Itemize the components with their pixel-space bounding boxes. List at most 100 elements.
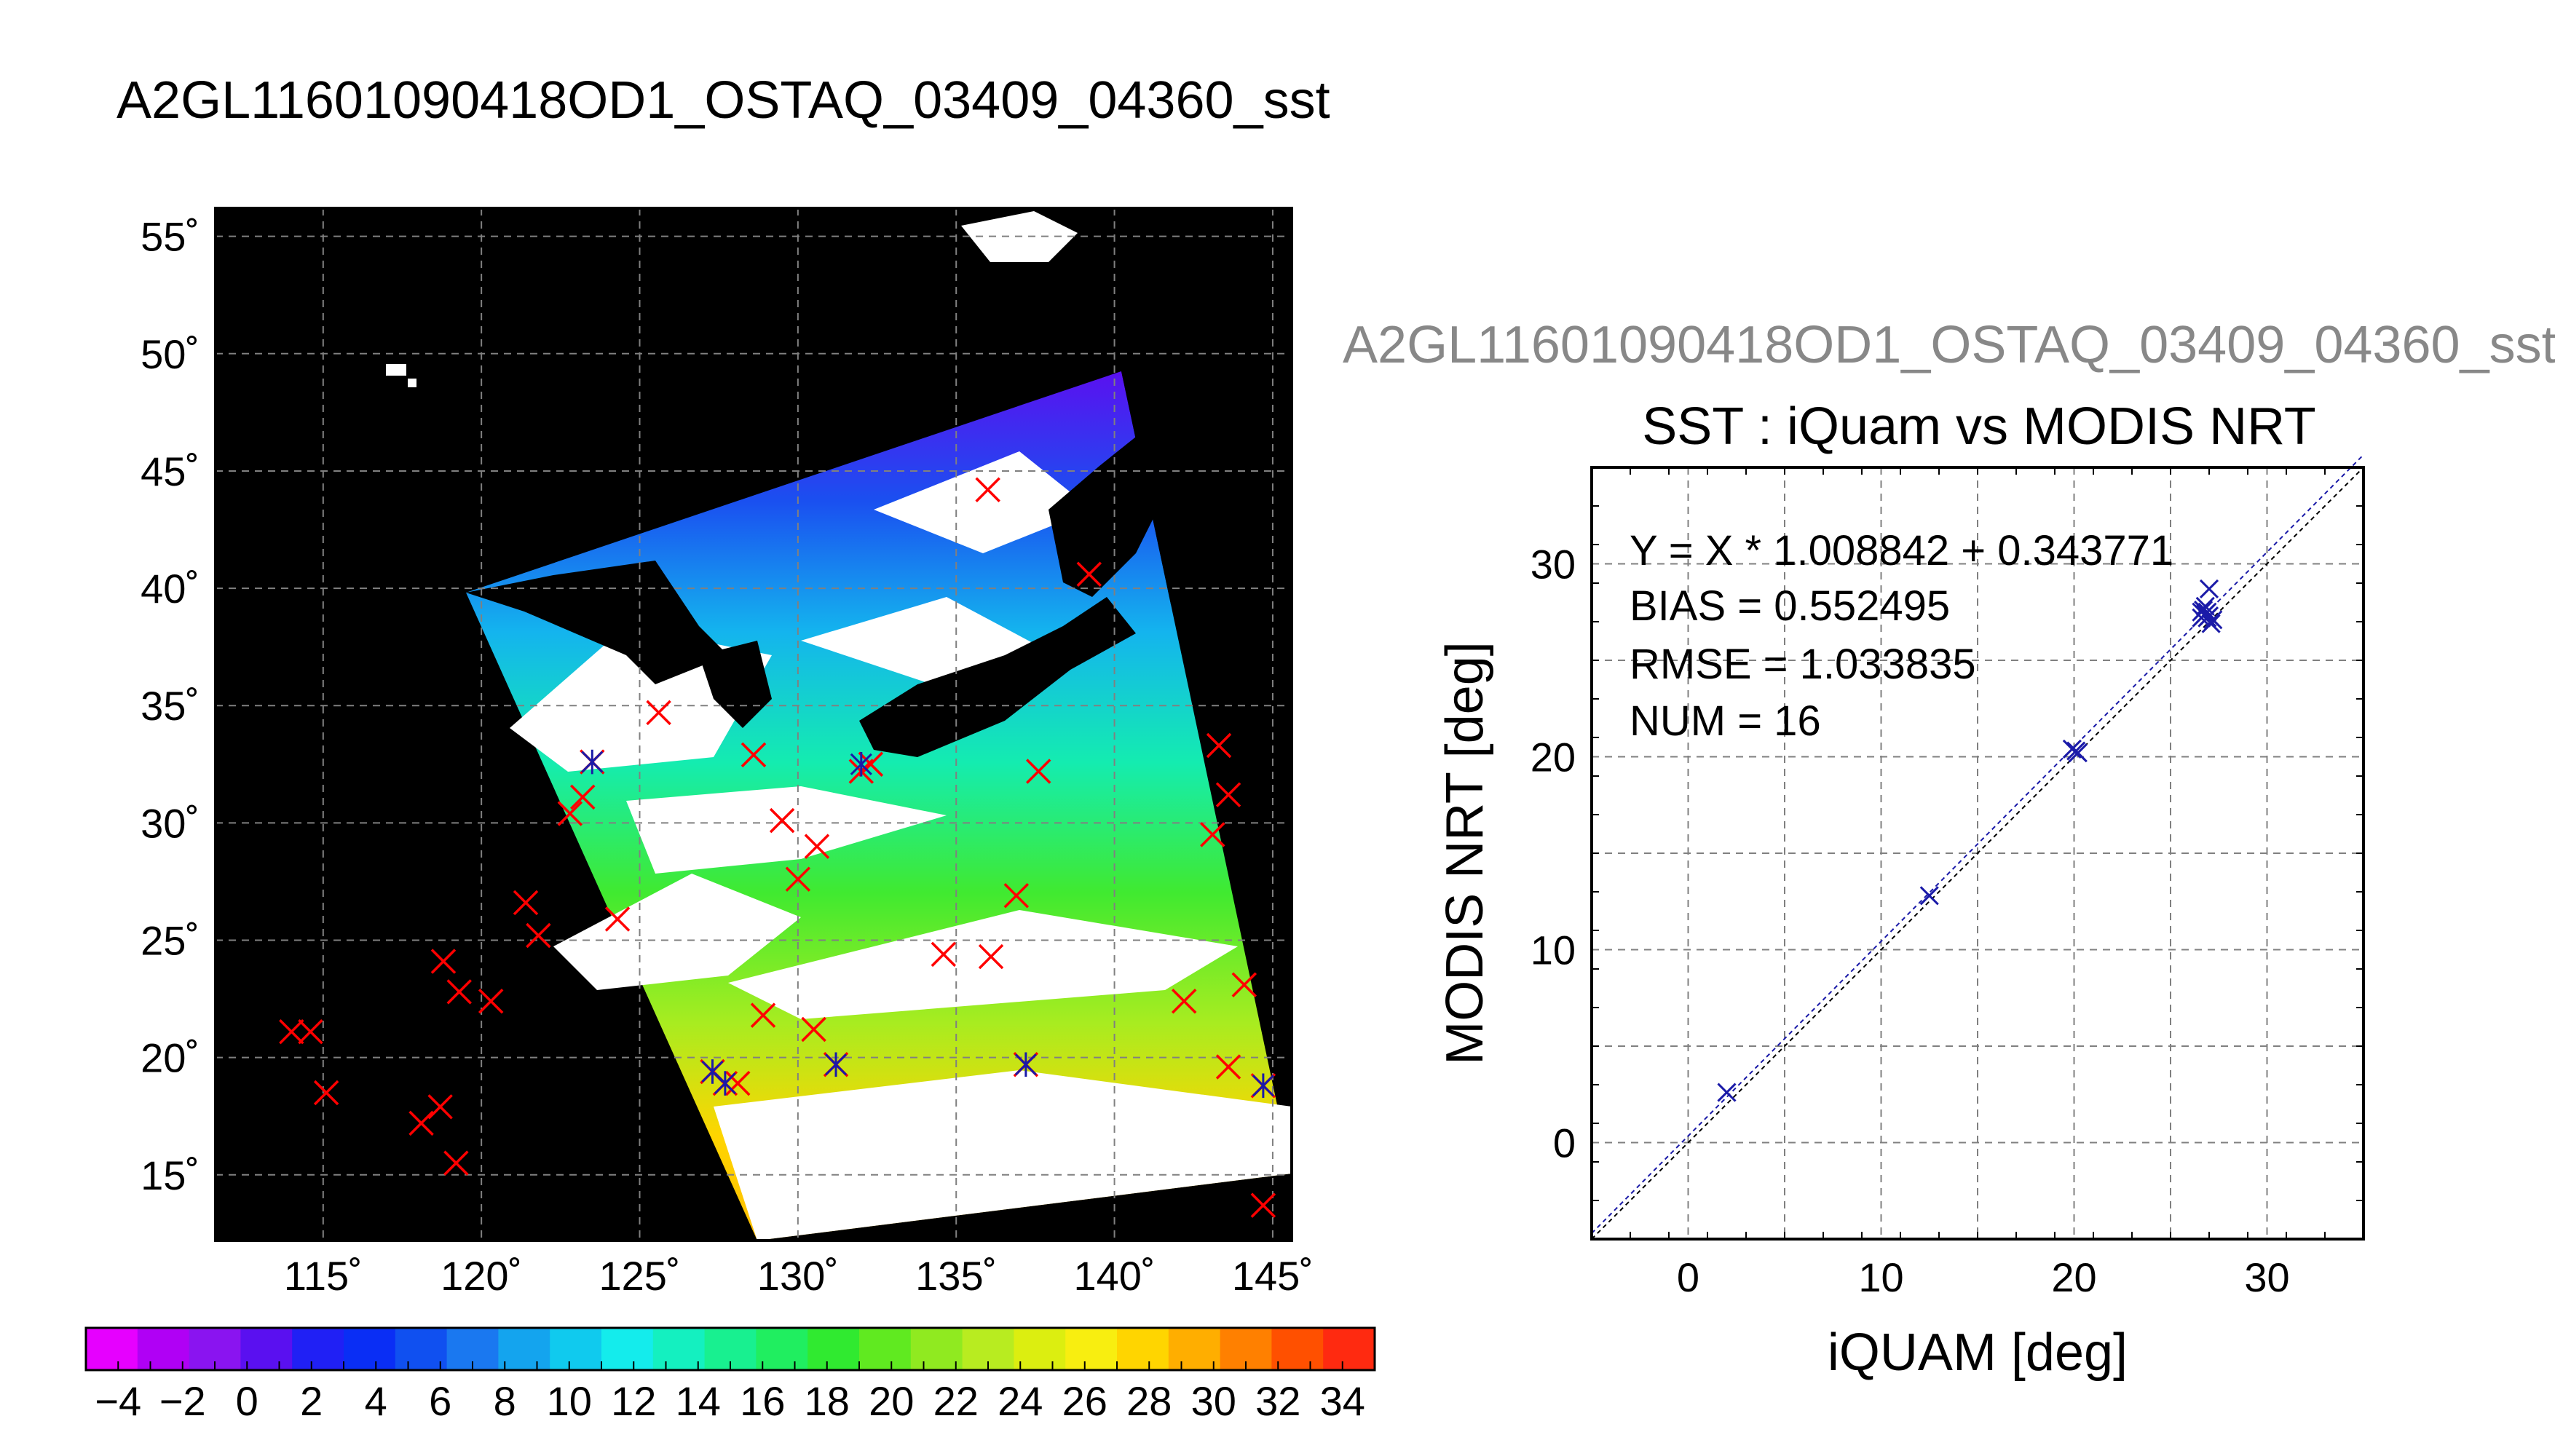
match-point-marker: [279, 1018, 304, 1045]
colorbar-tick-label: 32: [1255, 1378, 1300, 1424]
scatter-point: [1717, 1083, 1737, 1102]
land-mask: [466, 371, 1209, 757]
y-tick-label: 0: [1553, 1120, 1576, 1166]
x-tick-labels: 0 10 20 30: [1677, 1254, 2290, 1300]
match-point-marker: [557, 801, 583, 826]
match-point-marker: [785, 866, 811, 892]
match-point-marker: [408, 1110, 434, 1136]
latitude-labels: 15˚ 20˚ 25˚ 30˚ 35˚ 40˚ 45˚ 50˚ 55˚: [141, 214, 200, 1198]
x-tick-label: 30: [2244, 1254, 2289, 1300]
sst-map: 15˚ 20˚ 25˚ 30˚ 35˚ 40˚ 45˚ 50˚ 55˚ 115˚ 120˚ 125˚…: [141, 207, 1314, 1299]
match-point-marker: [1003, 883, 1030, 909]
annotation-bias: BIAS = 0.552495: [1630, 582, 1950, 630]
match-point-marker: [975, 477, 1000, 502]
lon-tick-label: 115˚: [284, 1253, 363, 1299]
colorbar-tick-label: 14: [676, 1378, 721, 1424]
colorbar-tick-label: 22: [933, 1378, 979, 1424]
colorbar-cell: [1323, 1328, 1375, 1370]
colorbar-tick-label: −2: [159, 1378, 206, 1424]
colorbar-tick-label: 18: [805, 1378, 850, 1424]
scatter-point: [2195, 596, 2215, 616]
lat-tick-label: 55˚: [141, 214, 200, 260]
colorbar-cell: [86, 1328, 138, 1370]
lon-tick-label: 125˚: [599, 1253, 680, 1299]
colorbar-tick-label: 8: [494, 1378, 516, 1424]
colorbar-cell: [240, 1328, 293, 1370]
match-point-marker: [931, 941, 957, 968]
annotation-rmse: RMSE = 1.033835: [1630, 641, 1976, 688]
lat-tick-label: 30˚: [141, 800, 200, 846]
map-gridlines: [216, 208, 1292, 1241]
colorbar-cell: [859, 1328, 912, 1370]
x-axis-label: iQUAM [deg]: [1828, 1324, 2128, 1382]
lat-tick-label: 25˚: [141, 917, 200, 963]
match-point-marker: [430, 949, 457, 974]
figure-title: A2GL11601090418OD1_OSTAQ_03409_04360_sst: [117, 71, 1330, 130]
colorbar-tick-label: 16: [740, 1378, 785, 1424]
lon-tick-label: 140˚: [1074, 1253, 1156, 1299]
colorbar-tick-label: 30: [1191, 1378, 1236, 1424]
scatter-points: [1717, 579, 2223, 1102]
scatter-point: [1919, 886, 1939, 906]
colorbar-cell: [1271, 1328, 1324, 1370]
one-to-one-line: [1591, 467, 2364, 1240]
colorbar-cell: [756, 1328, 808, 1370]
colorbar-tick-label: 26: [1062, 1378, 1107, 1424]
lon-tick-label: 120˚: [441, 1253, 522, 1299]
colorbar-cell: [344, 1328, 396, 1370]
map-frame: [214, 207, 1293, 1242]
match-point-marker: [1025, 759, 1051, 784]
match-point-marker: [604, 906, 631, 932]
y-tick-label: 10: [1531, 927, 1576, 973]
match-point-marker: [478, 989, 504, 1014]
lat-tick-label: 20˚: [141, 1035, 200, 1081]
match-point-marker: [978, 943, 1004, 970]
match-point-marker: [1206, 732, 1232, 759]
match-point-marker: [741, 742, 767, 768]
y-tick-label: 20: [1531, 735, 1576, 780]
match-point-marker: [443, 1150, 469, 1176]
lat-tick-label: 50˚: [141, 331, 200, 377]
matched-point-marker: [1252, 1073, 1274, 1099]
overlay-title: A2GL11601090418OD1_OSTAQ_03409_04360_sst: [1343, 316, 2555, 374]
colorbar-tick-label: 28: [1126, 1378, 1172, 1424]
colorbar-tick-label: 34: [1320, 1378, 1365, 1424]
longitude-labels: 115˚ 120˚ 125˚ 130˚ 135˚ 140˚ 145˚: [284, 1253, 1314, 1299]
colorbar-cell: [395, 1328, 448, 1370]
match-point-marker: [804, 834, 830, 859]
colorbar-tick-label: −4: [95, 1378, 141, 1424]
scatter-plot: SST : iQuam vs MODIS NRT 0 10 20 30 0 10 20 30…: [1436, 397, 2365, 1382]
match-point-marker: [570, 784, 596, 810]
scatter-point: [2068, 743, 2088, 763]
match-point-marker: [858, 751, 884, 778]
lat-tick-label: 15˚: [141, 1152, 200, 1198]
colorbar-tick-label: 4: [365, 1378, 387, 1424]
lon-tick-label: 145˚: [1232, 1253, 1314, 1299]
colorbar-tick-label: 10: [547, 1378, 592, 1424]
annotation-fit: Y = X * 1.008842 + 0.343771: [1630, 527, 2173, 574]
scatter-point: [2062, 739, 2082, 759]
match-point-marker: [513, 890, 539, 916]
colorbar-cell: [652, 1328, 706, 1370]
matched-point-marker: [850, 751, 872, 777]
y-axis-label: MODIS NRT [deg]: [1436, 641, 1494, 1065]
match-point-marker: [1200, 822, 1225, 847]
x-tick-label: 0: [1677, 1254, 1699, 1300]
colorbar-cell: [137, 1328, 190, 1370]
fit-lines: [1591, 454, 2364, 1240]
colorbar-cell: [550, 1328, 602, 1370]
colorbar-cell: [807, 1328, 860, 1370]
match-point-marker: [801, 1016, 826, 1042]
regression-line: [1591, 454, 2364, 1234]
match-point-marker: [427, 1094, 453, 1120]
match-point-marker: [1215, 1054, 1241, 1080]
colorbar-tick-label: 0: [236, 1378, 258, 1424]
matched-point-marker: [581, 749, 604, 775]
match-point-marker: [1250, 1192, 1276, 1218]
matched-point-marker: [824, 1052, 848, 1077]
colorbar: −4 −2 0 2 4 6 8 10 12 14 16 18 20 22 24 26 28 30 32 34: [84, 1326, 1376, 1424]
colorbar-tick-label: 2: [300, 1378, 323, 1424]
colorbar-cells: [86, 1328, 1375, 1370]
match-point-marker: [646, 700, 671, 726]
colorbar-cell: [1014, 1328, 1066, 1370]
